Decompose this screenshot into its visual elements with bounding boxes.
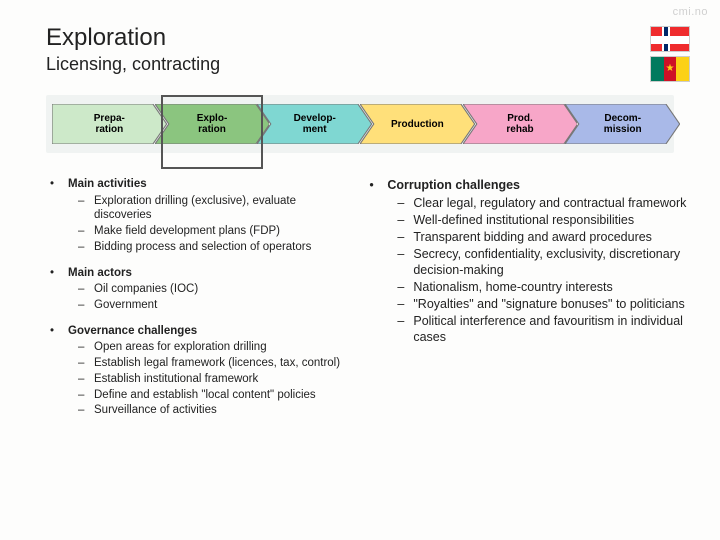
list-item: Bidding process and selection of operato… xyxy=(78,240,355,255)
flow-stage: Decom- mission xyxy=(565,104,680,144)
list-item: Define and establish "local content" pol… xyxy=(78,388,355,403)
dash-icon xyxy=(397,229,413,245)
list-item-text: Define and establish "local content" pol… xyxy=(94,388,355,403)
content-columns: Main activities Exploration drilling (exc… xyxy=(0,153,720,439)
flag-cameroon-icon: ★ xyxy=(650,56,690,82)
list-item-text: Open areas for exploration drilling xyxy=(94,340,355,355)
list-item-text: Nationalism, home-country interests xyxy=(413,279,690,295)
section-title: Main actors xyxy=(68,266,355,281)
list-item: Make field development plans (FDP) xyxy=(78,224,355,239)
list-item: Nationalism, home-country interests xyxy=(397,279,690,295)
list-item: Establish legal framework (licences, tax… xyxy=(78,356,355,371)
flag-norway-icon xyxy=(650,26,690,52)
dash-icon xyxy=(397,279,413,295)
list-item-text: Establish legal framework (licences, tax… xyxy=(94,356,355,371)
slide-header: Exploration Licensing, contracting ★ xyxy=(0,0,720,81)
list-item: Political interference and favouritism i… xyxy=(397,313,690,345)
dash-icon xyxy=(78,403,94,418)
flow-stage: Explo- ration xyxy=(155,104,270,144)
section-title: Corruption challenges xyxy=(387,177,690,193)
dash-icon xyxy=(397,195,413,211)
dash-icon xyxy=(78,282,94,297)
dash-icon xyxy=(78,194,94,223)
dash-icon xyxy=(78,240,94,255)
list-item: Oil companies (IOC) xyxy=(78,282,355,297)
bullet-icon xyxy=(50,324,68,419)
flow-stage: Prepa- ration xyxy=(52,104,167,144)
dash-icon xyxy=(78,356,94,371)
list-item: Establish institutional framework xyxy=(78,372,355,387)
list-item: Government xyxy=(78,298,355,313)
flow-stage: Production xyxy=(360,104,475,144)
flow-stage: Prod. rehab xyxy=(463,104,578,144)
section-title: Main activities xyxy=(68,177,355,192)
list-item-text: Establish institutional framework xyxy=(94,372,355,387)
dash-icon xyxy=(78,340,94,355)
list-item: Well-defined institutional responsibilit… xyxy=(397,212,690,228)
dash-icon xyxy=(78,388,94,403)
slide-title: Exploration xyxy=(46,24,674,52)
dash-icon xyxy=(78,372,94,387)
dash-icon xyxy=(397,212,413,228)
bullet-section: Main activities Exploration drilling (exc… xyxy=(50,177,355,256)
dash-icon xyxy=(397,296,413,312)
bullet-icon xyxy=(50,177,68,256)
dash-icon xyxy=(397,313,413,345)
flags-container: ★ xyxy=(650,26,690,82)
flow-stage: Develop- ment xyxy=(257,104,372,144)
left-column: Main activities Exploration drilling (exc… xyxy=(50,177,355,429)
list-item-text: Oil companies (IOC) xyxy=(94,282,355,297)
bullet-icon xyxy=(50,266,68,314)
list-item: Surveillance of activities xyxy=(78,403,355,418)
list-item-text: "Royalties" and "signature bonuses" to p… xyxy=(413,296,690,312)
list-item-text: Well-defined institutional responsibilit… xyxy=(413,212,690,228)
list-item-text: Transparent bidding and award procedures xyxy=(413,229,690,245)
bullet-icon xyxy=(369,177,387,346)
list-item-text: Secrecy, confidentiality, exclusivity, d… xyxy=(413,246,690,278)
list-item-text: Government xyxy=(94,298,355,313)
list-item: Transparent bidding and award procedures xyxy=(397,229,690,245)
list-item-text: Political interference and favouritism i… xyxy=(413,313,690,345)
right-column: Corruption challenges Clear legal, regula… xyxy=(369,177,690,429)
list-item: Exploration drilling (exclusive), evalua… xyxy=(78,194,355,223)
list-item-text: Surveillance of activities xyxy=(94,403,355,418)
list-item: Secrecy, confidentiality, exclusivity, d… xyxy=(397,246,690,278)
list-item-text: Make field development plans (FDP) xyxy=(94,224,355,239)
list-item-text: Bidding process and selection of operato… xyxy=(94,240,355,255)
dash-icon xyxy=(397,246,413,278)
list-item: "Royalties" and "signature bonuses" to p… xyxy=(397,296,690,312)
slide-subtitle: Licensing, contracting xyxy=(46,54,674,75)
list-item-text: Exploration drilling (exclusive), evalua… xyxy=(94,194,355,223)
bullet-section: Corruption challenges Clear legal, regula… xyxy=(369,177,690,346)
list-item: Open areas for exploration drilling xyxy=(78,340,355,355)
list-item-text: Clear legal, regulatory and contractual … xyxy=(413,195,690,211)
bullet-section: Governance challengesOpen areas for expl… xyxy=(50,324,355,419)
value-chain-flow: Prepa- rationExplo- rationDevelop- mentP… xyxy=(46,95,674,153)
dash-icon xyxy=(78,298,94,313)
section-title: Governance challenges xyxy=(68,324,355,339)
list-item: Clear legal, regulatory and contractual … xyxy=(397,195,690,211)
bullet-section: Main actorsOil companies (IOC)Government xyxy=(50,266,355,314)
dash-icon xyxy=(78,224,94,239)
